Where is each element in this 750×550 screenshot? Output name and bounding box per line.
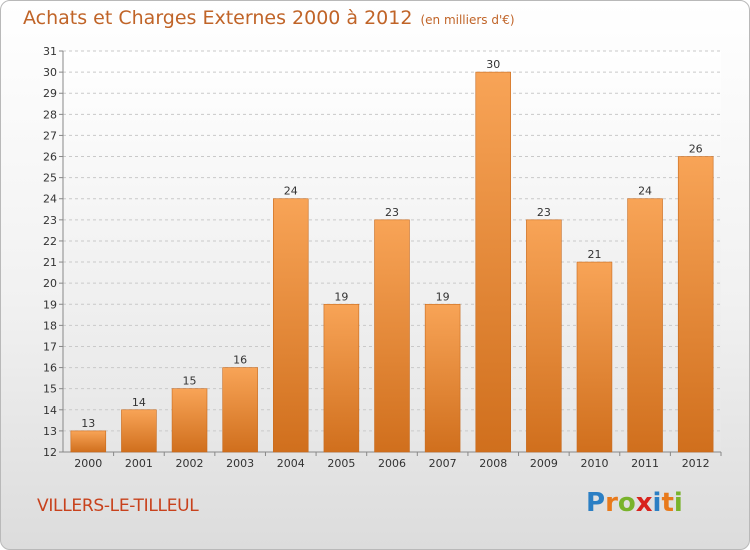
bar <box>526 219 562 453</box>
y-tick-label: 20 <box>43 277 57 290</box>
logo-letter: x <box>635 488 653 518</box>
chart-title-block: Achats et Charges Externes 2000 à 2012 (e… <box>23 7 515 29</box>
bar-value-label: 24 <box>284 185 298 198</box>
bar <box>70 430 107 453</box>
bar <box>677 156 714 453</box>
y-tick-label: 31 <box>43 45 57 58</box>
bar-value-label: 16 <box>233 354 247 367</box>
x-tick-label: 2012 <box>682 457 710 470</box>
bar <box>475 71 511 453</box>
bar <box>222 367 258 453</box>
y-tick-label: 26 <box>43 151 57 164</box>
y-tick-label: 30 <box>43 66 57 79</box>
y-tick-label: 15 <box>43 383 57 396</box>
y-tick-label: 27 <box>43 129 57 142</box>
y-tick-label: 12 <box>43 446 57 459</box>
chart-title: Achats et Charges Externes 2000 à 2012 <box>23 7 413 29</box>
proxiti-logo: Proxiti <box>586 488 683 518</box>
logo-letter: r <box>605 488 618 518</box>
x-tick-label: 2005 <box>327 457 355 470</box>
bar-value-label: 30 <box>486 58 500 71</box>
x-tick-label: 2007 <box>429 457 457 470</box>
bar <box>121 409 157 453</box>
y-tick-label: 21 <box>43 256 57 269</box>
bar-value-label: 26 <box>689 143 703 156</box>
x-tick-label: 2009 <box>530 457 558 470</box>
x-tick-label: 2010 <box>580 457 608 470</box>
x-tick-label: 2006 <box>378 457 406 470</box>
bar <box>323 303 360 453</box>
x-tick-label: 2004 <box>277 457 305 470</box>
bar-value-label: 19 <box>334 290 348 303</box>
x-tick-label: 2008 <box>479 457 507 470</box>
y-tick-label: 28 <box>43 108 57 121</box>
y-tick-label: 18 <box>43 319 57 332</box>
logo-letter: i <box>673 488 683 518</box>
y-tick-label: 14 <box>43 404 57 417</box>
bar <box>171 388 208 453</box>
y-tick-label: 17 <box>43 340 57 353</box>
y-tick-label: 22 <box>43 235 57 248</box>
bar-value-label: 14 <box>132 396 146 409</box>
place-name: VILLERS-LE-TILLEUL <box>37 496 199 516</box>
bar <box>424 303 461 453</box>
y-tick-label: 23 <box>43 214 57 227</box>
x-tick-label: 2000 <box>74 457 102 470</box>
bar <box>627 198 663 453</box>
bar <box>576 261 613 453</box>
y-tick-label: 29 <box>43 87 57 100</box>
bar-value-label: 23 <box>537 206 551 219</box>
x-tick-label: 2011 <box>631 457 659 470</box>
logo-letter: i <box>652 488 662 518</box>
bar-value-label: 21 <box>587 248 601 261</box>
bar <box>374 219 410 453</box>
logo-letter: P <box>586 488 606 518</box>
x-tick-label: 2003 <box>226 457 254 470</box>
logo-letter: t <box>661 488 674 518</box>
y-tick-label: 19 <box>43 298 57 311</box>
logo-letter: o <box>617 488 636 518</box>
bar-value-label: 15 <box>183 375 197 388</box>
chart-subtitle: (en milliers d'€) <box>420 13 515 27</box>
x-tick-label: 2002 <box>176 457 204 470</box>
y-tick-label: 24 <box>43 193 57 206</box>
bar-value-label: 24 <box>638 185 652 198</box>
y-tick-label: 25 <box>43 172 57 185</box>
bar-value-label: 13 <box>81 417 95 430</box>
bar-value-label: 19 <box>436 290 450 303</box>
bar <box>273 198 309 453</box>
x-tick-label: 2001 <box>125 457 153 470</box>
y-tick-label: 13 <box>43 425 57 438</box>
bar-value-label: 23 <box>385 206 399 219</box>
y-tick-label: 16 <box>43 362 57 375</box>
